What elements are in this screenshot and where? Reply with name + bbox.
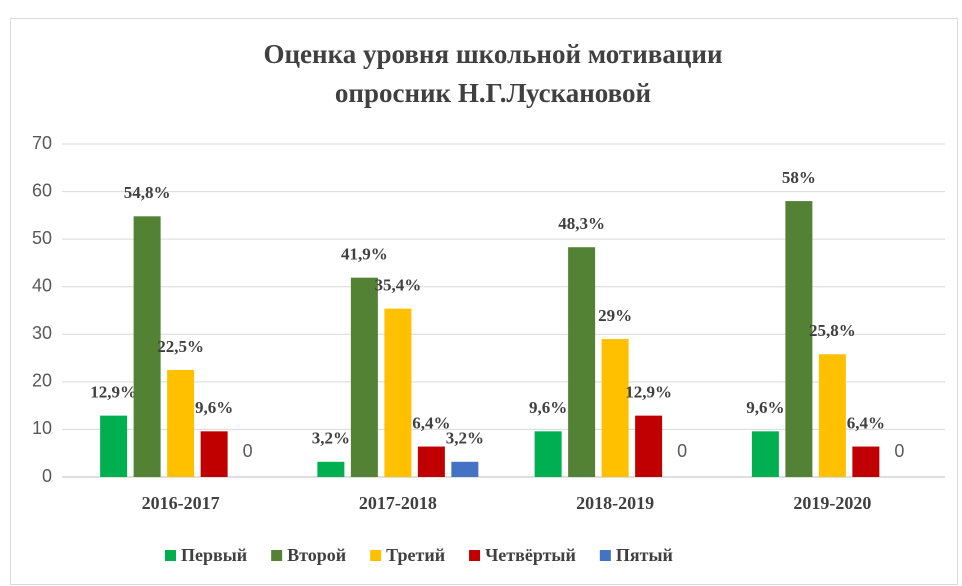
data-label: 22,5%	[157, 337, 204, 356]
x-tick-label: 2016-2017	[142, 493, 220, 513]
data-label: 3,2%	[446, 429, 484, 448]
bar	[818, 354, 846, 477]
data-label: 29%	[598, 306, 632, 325]
data-label: 35,4%	[375, 276, 422, 295]
y-tick-label: 50	[32, 228, 52, 248]
legend-label: Четвёртый	[485, 545, 576, 565]
x-tick-label: 2019-2020	[793, 493, 871, 513]
data-label: 25,8%	[809, 321, 856, 340]
data-label: 9,6%	[195, 398, 233, 417]
data-label: 0	[677, 441, 687, 461]
bar	[350, 277, 378, 477]
legend-swatch	[271, 550, 283, 561]
bar	[317, 461, 345, 477]
legend-label: Третий	[386, 545, 445, 565]
data-label: 41,9%	[341, 245, 388, 264]
chart-title: Оценка уровня школьной мотивации	[263, 39, 722, 69]
chart-subtitle: опросник Н.Г.Лускановой	[335, 78, 651, 108]
bar	[635, 415, 663, 477]
legend-swatch	[599, 550, 611, 561]
legend-swatch	[469, 550, 481, 561]
legend-label: Пятый	[616, 545, 673, 565]
y-tick-label: 10	[32, 418, 52, 438]
bar	[568, 247, 596, 477]
bar	[451, 461, 479, 477]
bar	[852, 446, 880, 477]
y-tick-label: 0	[42, 466, 52, 486]
bar	[200, 431, 228, 477]
x-tick-label: 2018-2019	[576, 493, 654, 513]
data-label: 6,4%	[847, 413, 885, 432]
data-label: 9,6%	[529, 398, 567, 417]
y-tick-label: 70	[32, 133, 52, 153]
bar	[133, 216, 161, 477]
legend-label: Второй	[287, 545, 346, 565]
bar	[751, 431, 779, 477]
y-tick-label: 40	[32, 275, 52, 295]
data-label: 6,4%	[412, 413, 450, 432]
legend-swatch	[370, 550, 382, 561]
data-label: 12,9%	[625, 383, 672, 402]
data-label: 0	[243, 441, 253, 461]
legend-swatch	[165, 550, 176, 561]
bar	[167, 369, 195, 477]
data-label: 48,3%	[558, 214, 605, 233]
data-label: 58%	[782, 168, 816, 187]
x-tick-label: 2017-2018	[359, 493, 437, 513]
bar	[417, 446, 445, 477]
bar	[384, 308, 412, 477]
data-label: 0	[894, 441, 904, 461]
bar	[785, 201, 813, 478]
data-label: 12,9%	[90, 383, 137, 402]
y-tick-label: 60	[32, 180, 52, 200]
y-tick-label: 20	[32, 371, 52, 391]
data-label: 54,8%	[124, 183, 171, 202]
bar	[100, 415, 128, 477]
bar	[534, 431, 562, 477]
legend-label: Первый	[181, 545, 247, 565]
bar	[601, 339, 629, 477]
y-tick-label: 30	[32, 323, 52, 343]
data-label: 9,6%	[746, 398, 784, 417]
data-label: 3,2%	[312, 429, 350, 448]
